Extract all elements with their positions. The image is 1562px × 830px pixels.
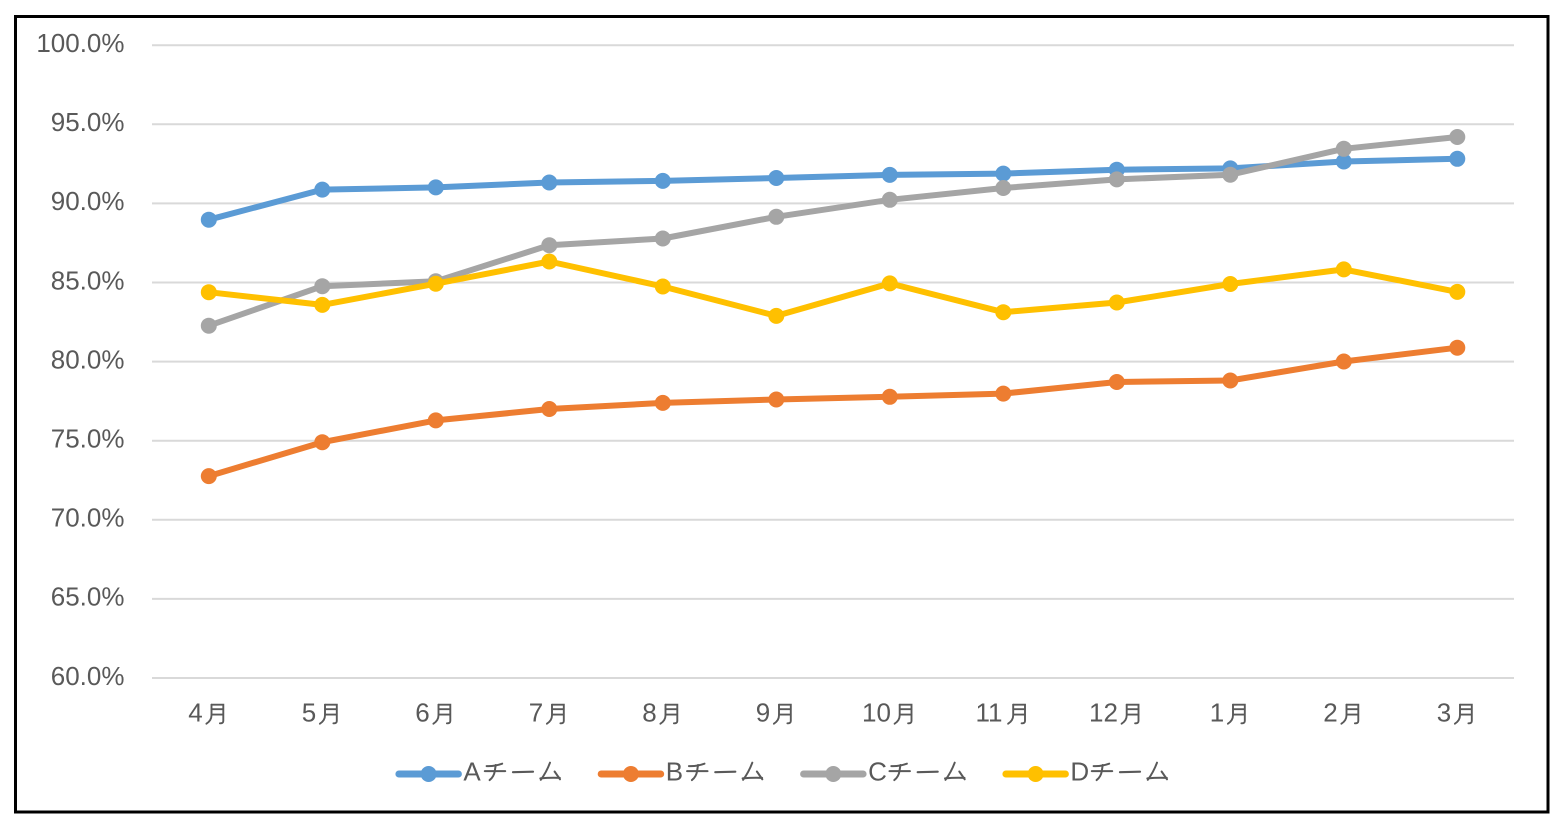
svg-text:D: D [1070, 756, 1089, 786]
svg-text:70.0%: 70.0% [51, 503, 125, 533]
svg-text:95.0%: 95.0% [51, 107, 125, 137]
svg-text:85.0%: 85.0% [51, 265, 125, 295]
svg-text:12: 12 [1089, 697, 1118, 727]
svg-text:A: A [463, 756, 481, 786]
svg-text:80.0%: 80.0% [51, 344, 125, 374]
svg-text:1: 1 [1210, 697, 1224, 727]
svg-text:9: 9 [756, 697, 770, 727]
svg-text:8: 8 [642, 697, 656, 727]
svg-text:90.0%: 90.0% [51, 186, 125, 216]
svg-text:11: 11 [976, 697, 1003, 727]
svg-text:B: B [666, 756, 683, 786]
svg-text:100.0%: 100.0% [36, 28, 124, 58]
svg-text:4: 4 [188, 697, 202, 727]
svg-text:75.0%: 75.0% [51, 424, 125, 454]
svg-text:C: C [868, 756, 887, 786]
svg-text:2: 2 [1323, 697, 1337, 727]
svg-text:6: 6 [415, 697, 429, 727]
svg-text:60.0%: 60.0% [51, 661, 125, 691]
svg-text:65.0%: 65.0% [51, 582, 125, 612]
svg-text:10: 10 [862, 697, 891, 727]
svg-text:3: 3 [1437, 697, 1451, 727]
svg-text:5: 5 [302, 697, 316, 727]
svg-text:7: 7 [529, 697, 543, 727]
